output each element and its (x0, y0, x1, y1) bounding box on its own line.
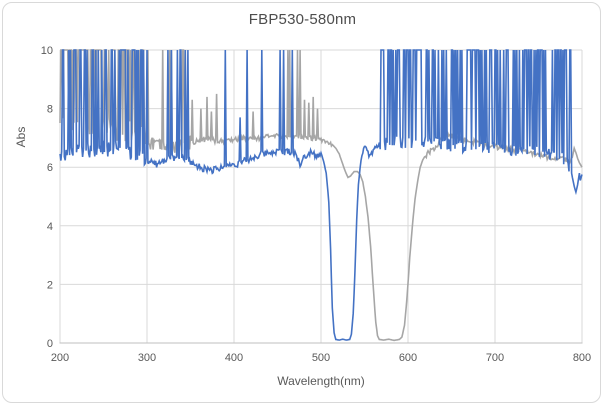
x-tick-label: 200 (51, 352, 69, 364)
x-tick-label: 700 (486, 352, 504, 364)
x-tick-label: 500 (312, 352, 330, 364)
y-tick-label: 4 (47, 221, 53, 233)
chart-title: FBP530-580nm (248, 11, 357, 28)
x-tick-label: 400 (225, 352, 243, 364)
y-tick-label: 0 (47, 338, 53, 350)
y-axis-title: Abs (14, 126, 28, 148)
y-tick-label: 8 (47, 104, 53, 116)
y-tick-label: 6 (47, 162, 53, 174)
x-tick-label: 300 (138, 352, 156, 364)
y-tick-label: 2 (47, 279, 53, 291)
x-tick-label: 800 (573, 352, 591, 364)
x-axis-title: Wavelength(nm) (277, 374, 365, 388)
series-blue-band-530 (59, 49, 583, 341)
x-tick-label: 600 (399, 352, 417, 364)
y-tick-label: 10 (41, 45, 53, 57)
